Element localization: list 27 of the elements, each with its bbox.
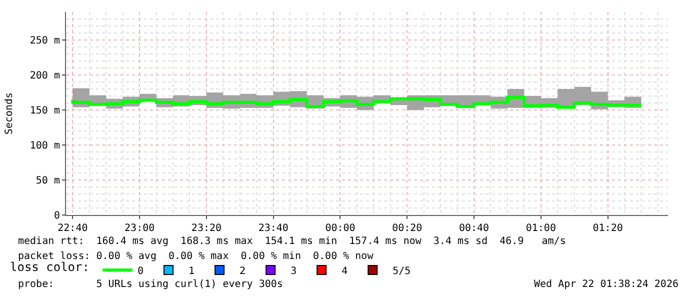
legend-title: loss color:: [10, 260, 90, 274]
legend-label: 3: [290, 266, 297, 277]
legend-label: 4: [342, 266, 348, 277]
x-tick-label: 00:40: [458, 223, 490, 234]
y-axis-title: Seconds: [4, 92, 15, 135]
x-tick-label: 23:00: [124, 223, 155, 234]
y-tick-label: 100 m: [30, 140, 60, 152]
y-tick-label: 0: [54, 210, 60, 222]
x-tick-label: 01:20: [592, 223, 623, 234]
y-tick-label: 50 m: [36, 176, 60, 186]
text: median rtt: 160.4 ms avg 168.3 ms max 154.1 ms min 157.4 ms now 3.4 ms sd 46.9 am/s: [18, 236, 566, 247]
y-tick-label: 200 m: [30, 70, 60, 82]
x-tick-label: 00:00: [325, 223, 356, 234]
legend-label: 0: [137, 266, 144, 277]
legend-label: 1: [188, 266, 195, 277]
x-tick-label: 23:40: [258, 223, 288, 234]
text: probe: 5 URLs using curl(1) every 300s: [18, 279, 283, 290]
x-tick-label: 22:40: [58, 223, 88, 234]
y-tick-label: 150 m: [30, 106, 60, 116]
text: Wed Apr 22 01:38:24 2026: [534, 279, 678, 290]
text: packet loss: 0.00 % avg 0.00 % max 0.00 % min 0.00 % now: [18, 251, 374, 262]
x-tick-label: 23:20: [191, 223, 222, 234]
legend-label: 5/5: [392, 266, 411, 277]
legend-label: 2: [240, 266, 246, 277]
x-tick-label: 01:00: [526, 223, 556, 234]
y-tick-label: 250 m: [30, 36, 60, 46]
x-tick-label: 00:20: [392, 223, 422, 234]
